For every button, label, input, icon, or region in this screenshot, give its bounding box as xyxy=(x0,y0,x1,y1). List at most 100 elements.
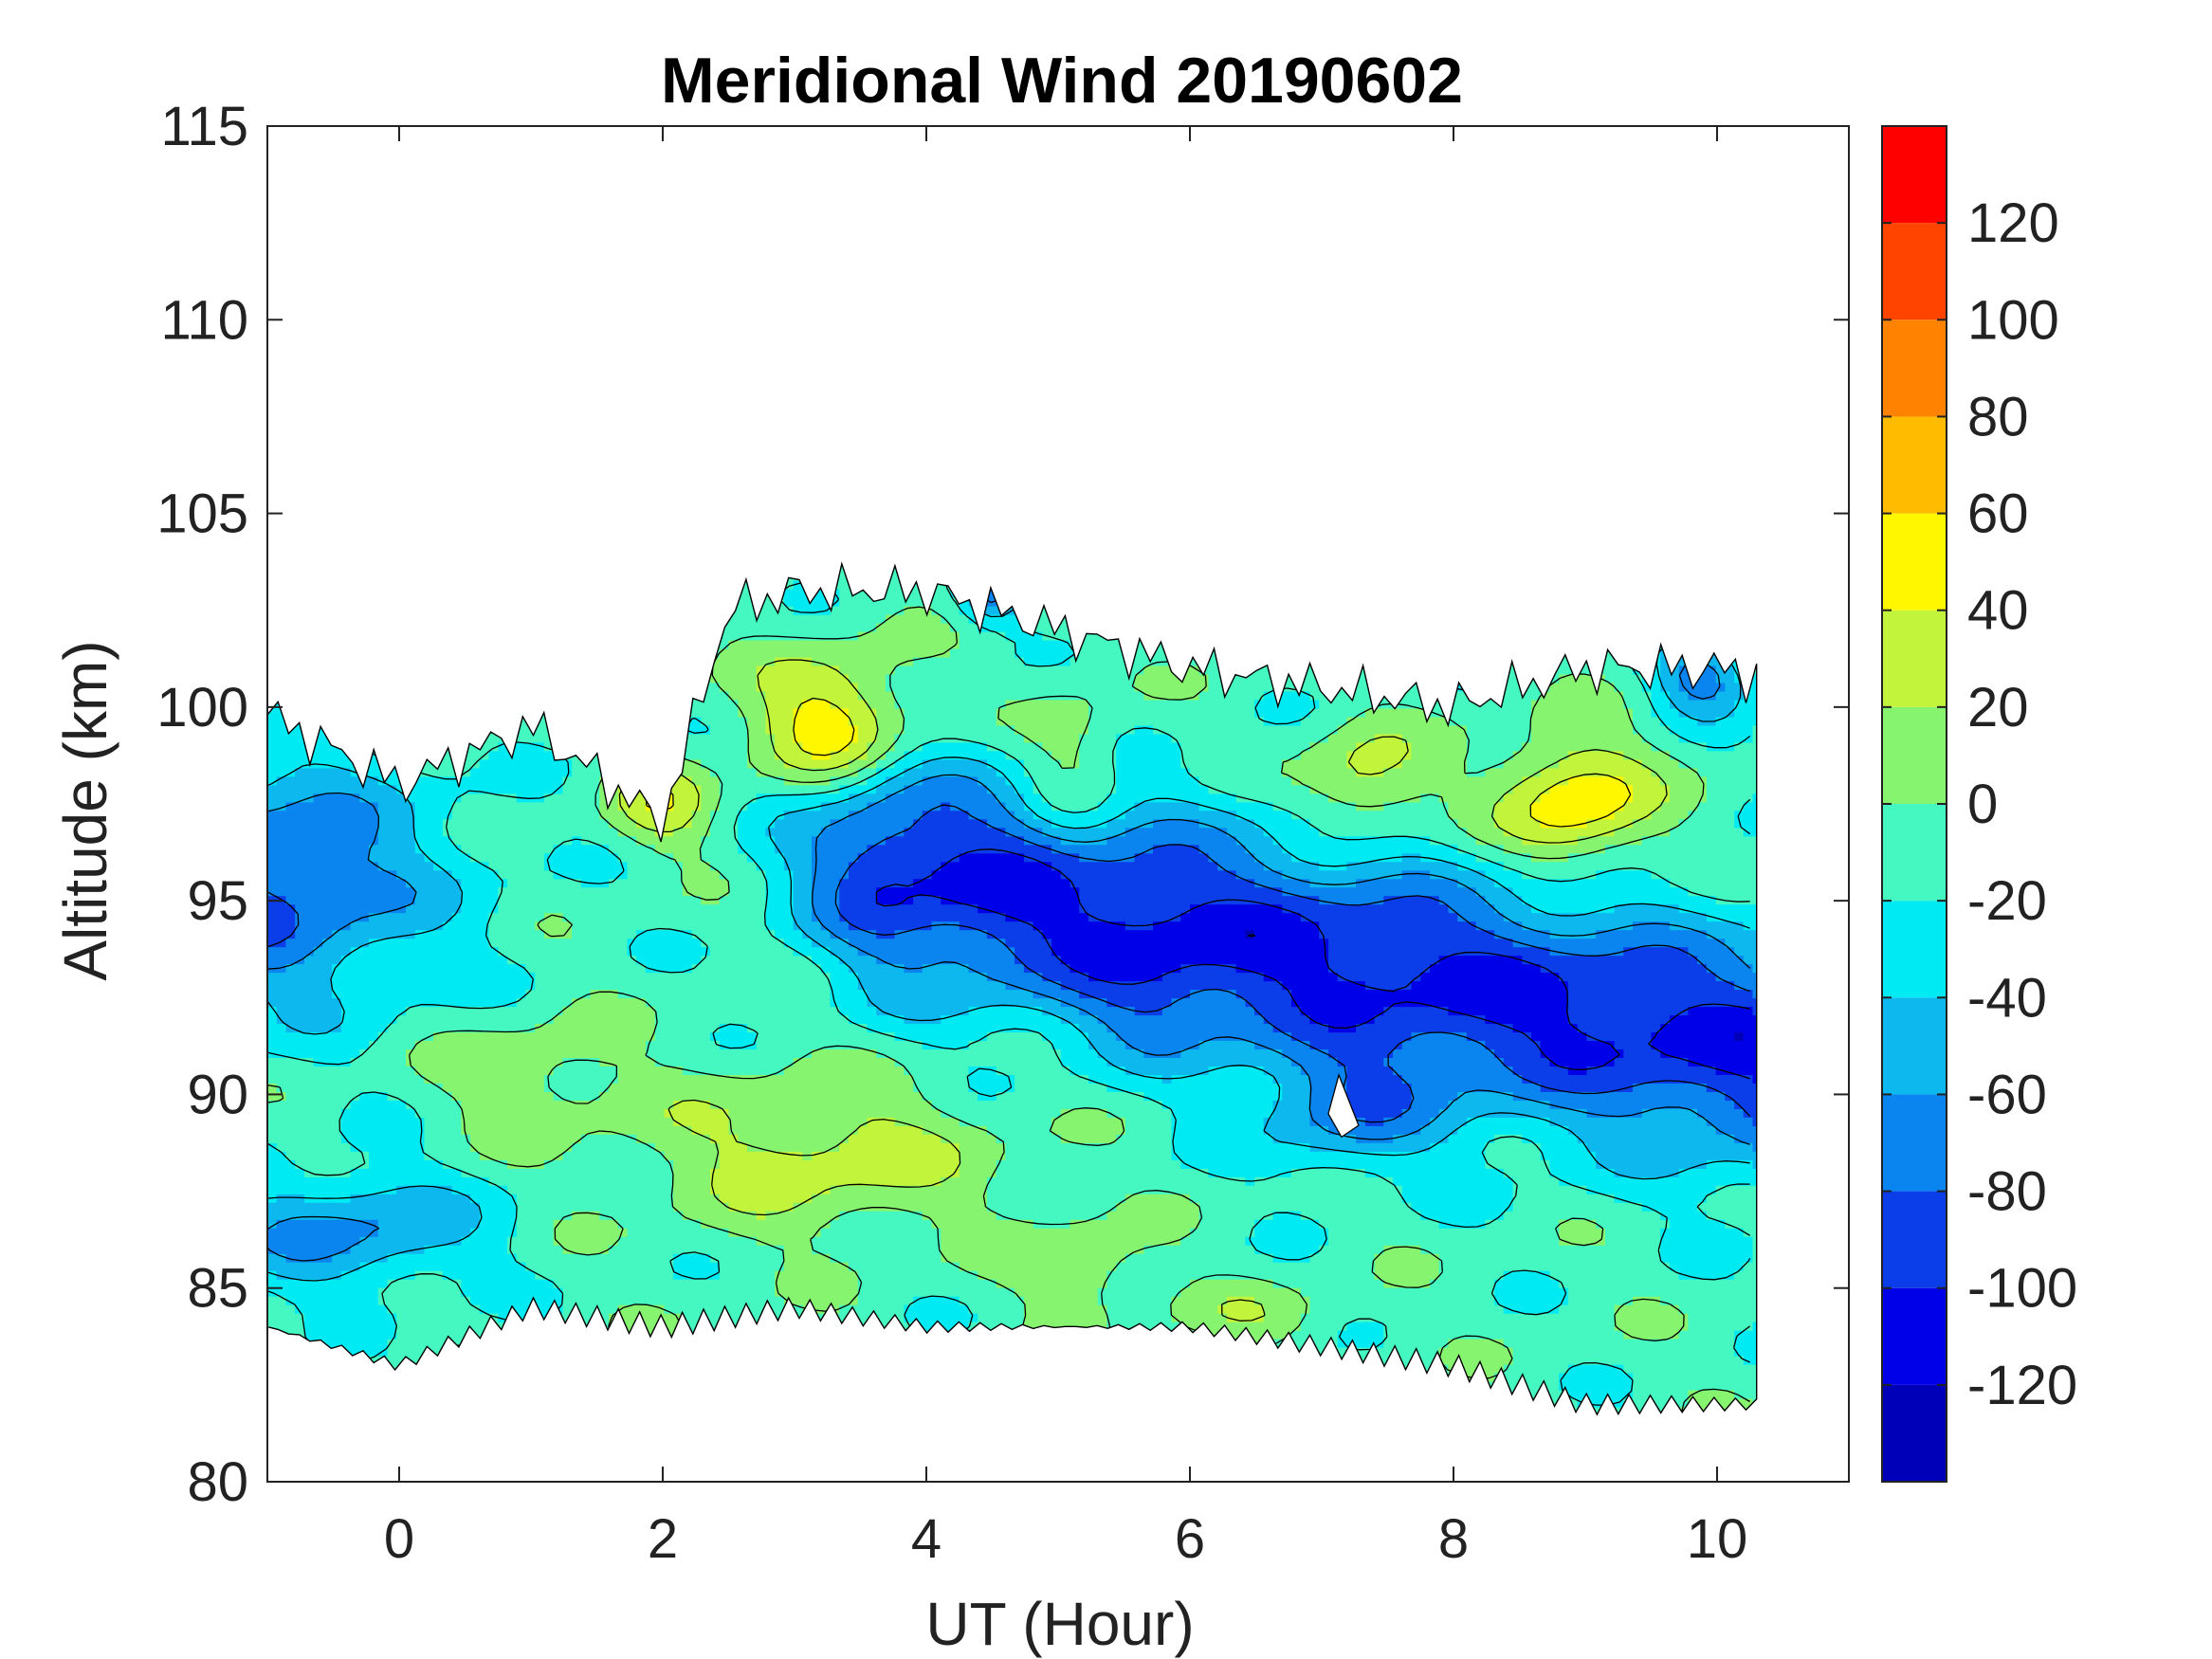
field-cell xyxy=(388,845,398,854)
field-cell xyxy=(673,1356,684,1365)
field-cell xyxy=(636,614,647,624)
field-cell xyxy=(267,665,278,675)
field-cell xyxy=(396,836,407,846)
field-cell xyxy=(507,1117,518,1126)
field-cell xyxy=(535,785,545,794)
field-cell xyxy=(581,955,592,964)
field-cell xyxy=(267,1373,278,1382)
field-cell xyxy=(562,1262,573,1271)
field-cell xyxy=(388,980,398,990)
field-cell xyxy=(599,1014,610,1024)
field-cell xyxy=(489,776,500,786)
field-cell xyxy=(554,665,564,675)
field-cell xyxy=(710,1108,721,1118)
field-cell xyxy=(554,886,564,896)
field-cell xyxy=(535,1040,545,1049)
field-cell xyxy=(396,870,407,880)
field-cell xyxy=(609,640,619,649)
field-cell xyxy=(554,1407,564,1416)
field-cell xyxy=(277,811,287,820)
field-cell xyxy=(267,1040,278,1049)
field-cell xyxy=(322,878,333,887)
field-cell xyxy=(489,657,500,666)
field-cell xyxy=(581,1347,592,1357)
field-cell xyxy=(710,989,721,998)
field-cell xyxy=(267,1364,278,1374)
field-cell xyxy=(517,606,527,615)
field-cell xyxy=(683,1347,693,1357)
field-cell xyxy=(332,811,342,820)
field-cell xyxy=(599,963,610,973)
field-cell xyxy=(452,1125,463,1135)
field-cell xyxy=(351,1117,361,1126)
field-cell xyxy=(609,1194,619,1203)
field-cell xyxy=(683,895,693,904)
field-cell xyxy=(369,946,379,956)
field-cell xyxy=(396,691,407,701)
field-cell xyxy=(452,912,463,921)
field-cell xyxy=(359,657,370,666)
field-cell xyxy=(406,1407,416,1416)
field-cell xyxy=(517,1031,527,1041)
field-cell xyxy=(267,674,278,684)
field-cell xyxy=(433,845,444,854)
field-cell xyxy=(295,751,305,760)
field-cell xyxy=(396,1057,407,1066)
field-cell xyxy=(351,640,361,649)
field-cell xyxy=(351,938,361,947)
field-cell xyxy=(470,980,481,990)
field-cell xyxy=(470,708,481,718)
field-cell xyxy=(461,734,471,743)
field-cell xyxy=(443,768,453,777)
field-cell xyxy=(683,1339,693,1348)
field-cell xyxy=(544,1219,555,1229)
field-cell xyxy=(664,563,674,573)
field-cell xyxy=(396,1407,407,1416)
field-cell xyxy=(286,640,297,649)
field-cell xyxy=(378,1074,389,1084)
field-cell xyxy=(286,912,297,921)
field-cell xyxy=(295,912,305,921)
field-cell xyxy=(646,606,656,615)
field-cell xyxy=(525,1151,536,1160)
field-cell xyxy=(636,768,647,777)
field-cell xyxy=(591,963,601,973)
field-cell xyxy=(636,1373,647,1382)
field-cell xyxy=(286,1117,297,1126)
field-cell xyxy=(581,1194,592,1203)
field-cell xyxy=(470,921,481,930)
field-cell xyxy=(452,665,463,675)
field-cell xyxy=(433,674,444,684)
field-cell xyxy=(554,997,564,1007)
field-cell xyxy=(683,563,693,573)
field-cell xyxy=(628,853,638,863)
field-cell xyxy=(406,1211,416,1220)
field-cell xyxy=(359,1134,370,1143)
field-cell xyxy=(286,1083,297,1092)
field-cell xyxy=(415,734,426,743)
field-cell xyxy=(470,1287,481,1297)
field-cell xyxy=(433,589,444,598)
field-cell xyxy=(396,1185,407,1194)
field-cell xyxy=(664,657,674,666)
field-cell xyxy=(498,725,508,735)
field-cell xyxy=(618,546,629,556)
field-cell xyxy=(507,708,518,718)
field-cell xyxy=(415,1390,426,1399)
field-cell xyxy=(286,631,297,641)
field-cell xyxy=(341,1279,352,1288)
field-cell xyxy=(599,640,610,649)
field-cell xyxy=(710,1202,721,1212)
field-cell xyxy=(618,1219,629,1229)
field-cell xyxy=(655,862,666,871)
field-cell xyxy=(322,1083,333,1092)
field-cell xyxy=(304,785,315,794)
field-cell xyxy=(591,614,601,624)
field-cell xyxy=(341,563,352,573)
field-cell xyxy=(406,580,416,590)
field-cell xyxy=(655,1296,666,1305)
field-cell xyxy=(673,972,684,981)
field-cell xyxy=(322,1151,333,1160)
field-cell xyxy=(314,665,324,675)
field-cell xyxy=(406,1134,416,1143)
